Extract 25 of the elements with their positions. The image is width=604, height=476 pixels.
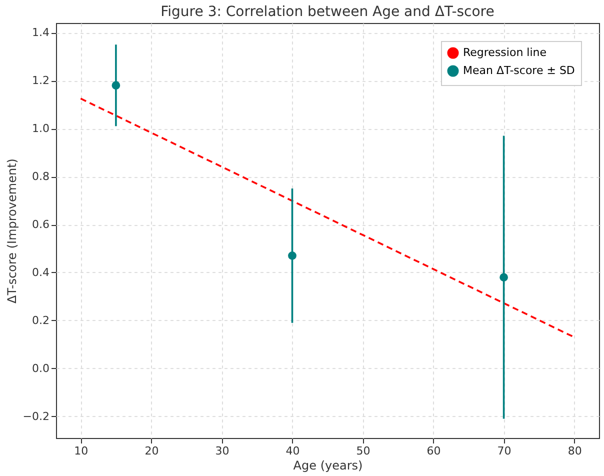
- x-tick-label: 50: [356, 444, 370, 458]
- x-tick-label: 40: [286, 444, 300, 458]
- x-axis-title: Age (years): [293, 458, 363, 472]
- y-tick-label: 0.2: [32, 314, 50, 327]
- x-tick-label: 70: [497, 444, 512, 458]
- point: [112, 81, 120, 90]
- y-tick-label: 1.4: [32, 26, 50, 40]
- y-tick-label: 1.0: [32, 122, 50, 136]
- y-axis-title: ΔT-score (Improvement): [4, 158, 19, 304]
- y-tick-label: 1.2: [32, 74, 50, 88]
- y-tick-label: −0.2: [22, 410, 50, 423]
- y-tick-label: 0.0: [32, 362, 50, 375]
- point: [288, 252, 296, 260]
- chart-title: Figure 3: Correlation between Age and ΔT-score: [160, 4, 494, 20]
- x-tick-label: 60: [426, 444, 441, 458]
- y-tick-label: 0.6: [32, 218, 50, 232]
- x-tick-label: 10: [74, 444, 88, 458]
- x-tick-label: 80: [568, 444, 582, 458]
- legend-label: Mean ΔT-score ± SD: [463, 64, 575, 77]
- x-tick-label: 20: [144, 444, 159, 458]
- point: [500, 273, 508, 282]
- y-tick-label: 0.4: [32, 266, 50, 279]
- y-tick-label: 0.8: [32, 170, 50, 184]
- x-tick-label: 30: [215, 444, 230, 458]
- legend-label: Regression line: [463, 46, 547, 59]
